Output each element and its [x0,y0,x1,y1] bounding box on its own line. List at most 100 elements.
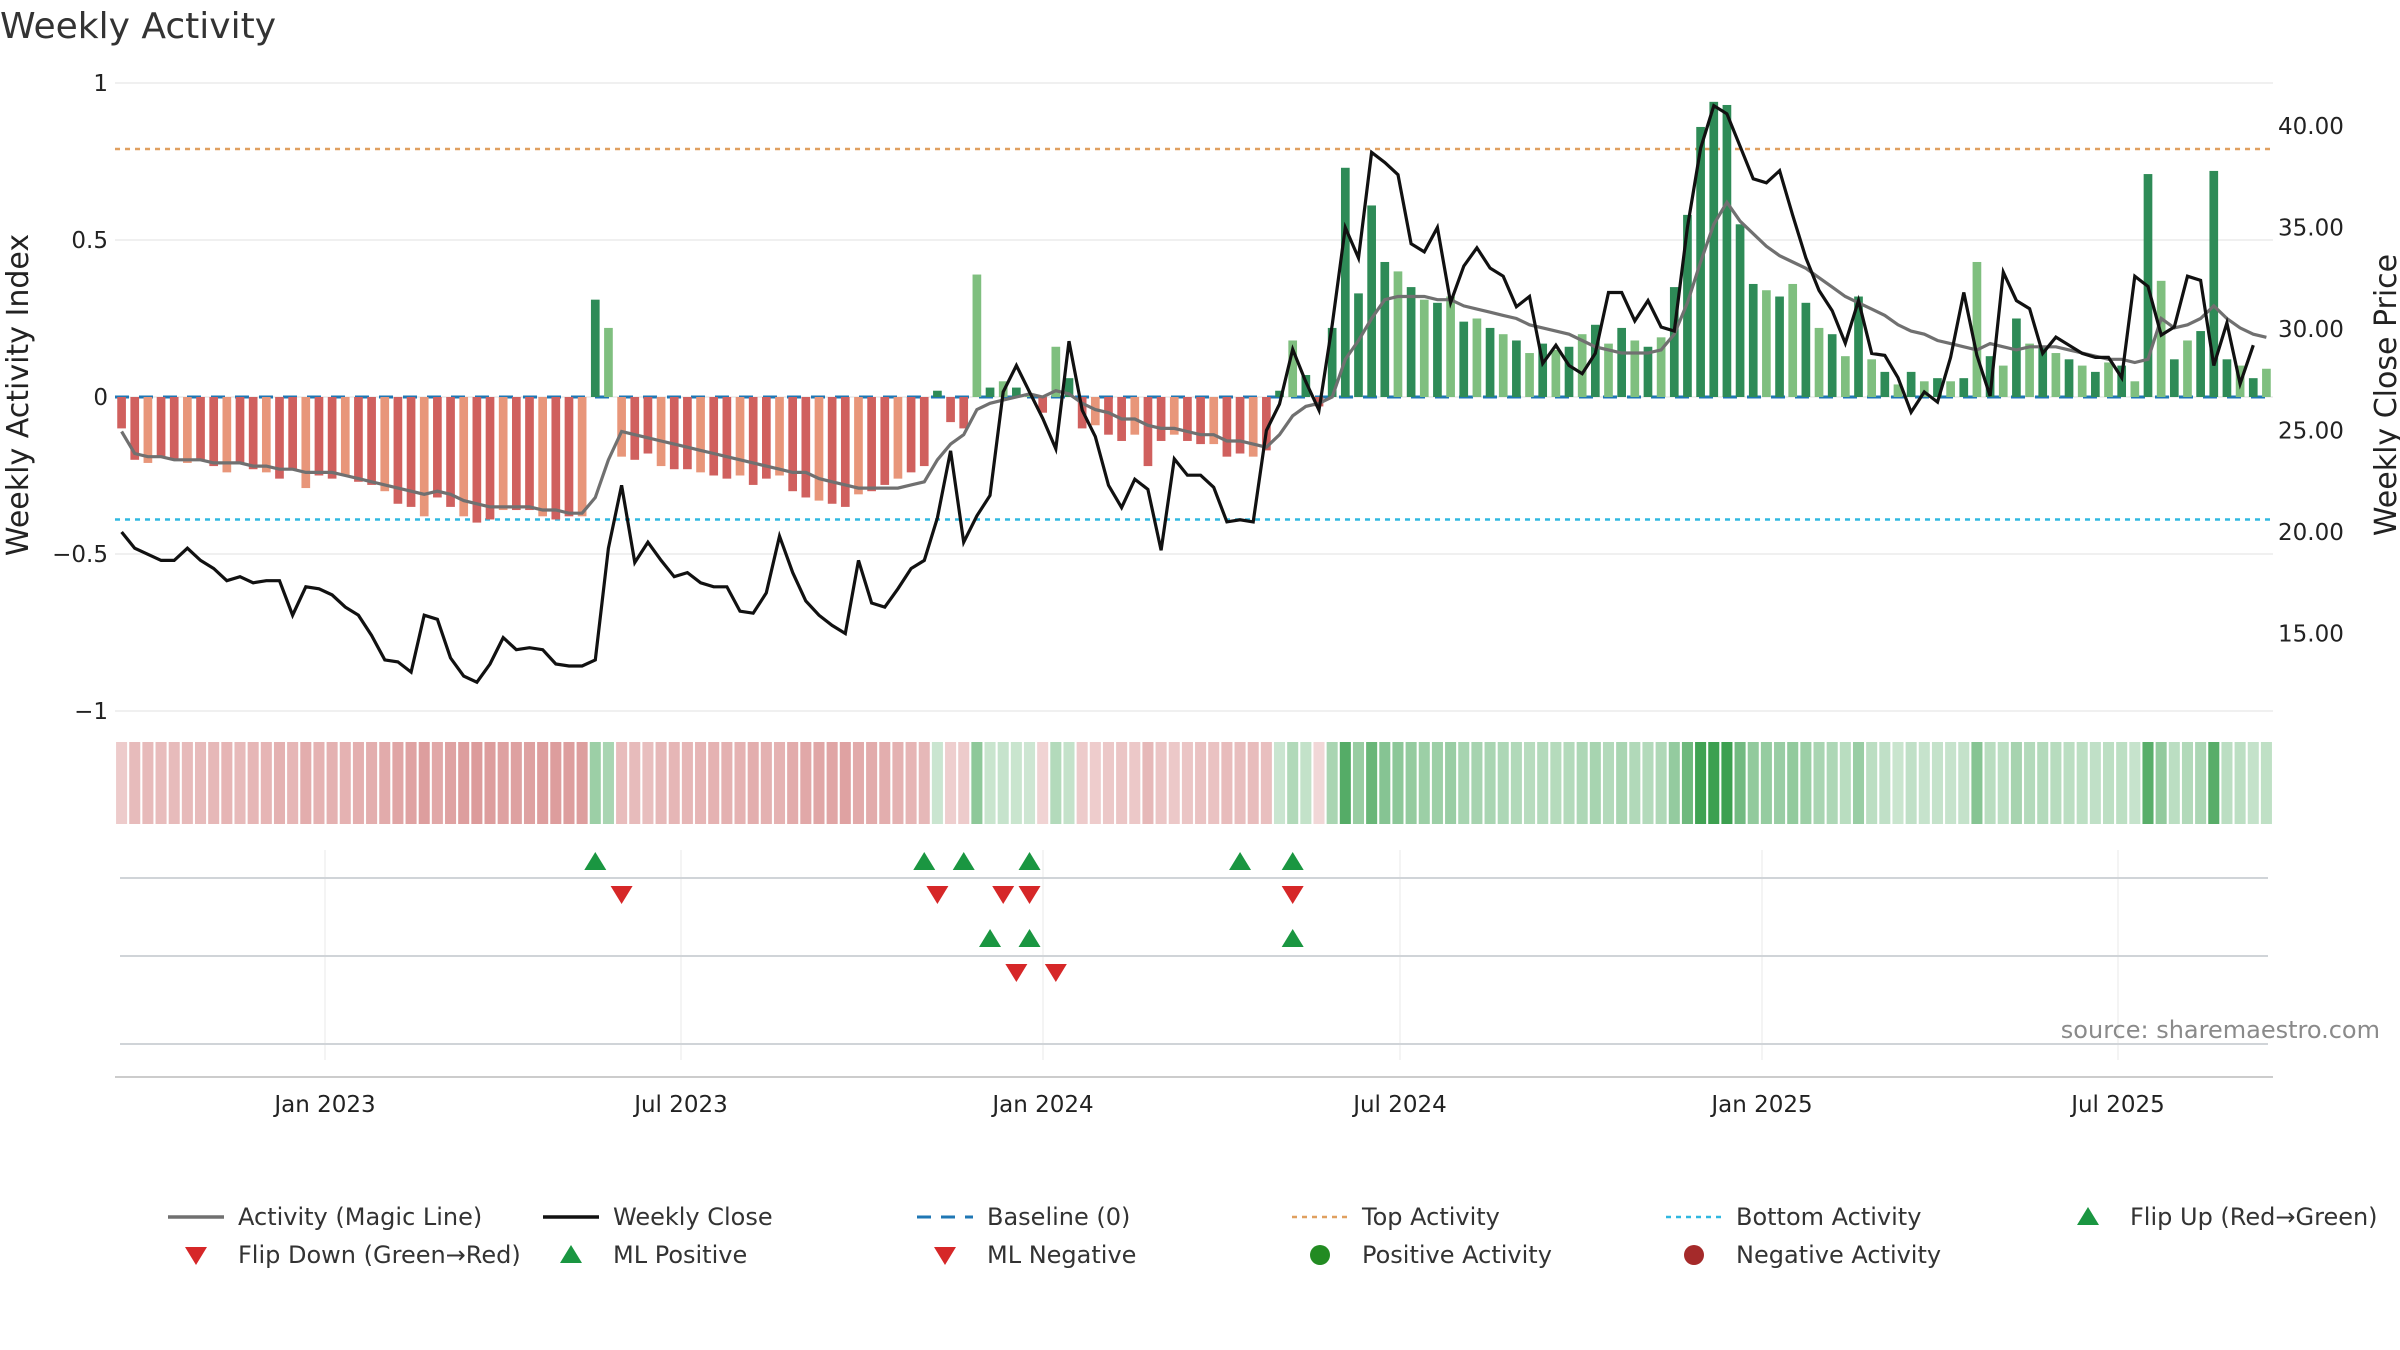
activity-bar [2064,359,2074,397]
heat-cell [642,742,654,824]
heat-cell [366,742,378,824]
heat-cell [1195,742,1207,824]
heat-cell [247,742,259,824]
activity-bar [288,397,297,470]
activity-bar [2209,170,2219,397]
activity-bar [1485,327,1495,397]
axes: 1 0.5 0 −0.5 −1 40.00 35.00 30.00 25.00 20.00 15.0… [52,71,2344,1118]
series-lines [120,103,2267,685]
activity-bar [1748,283,1758,397]
y2-axis-label: Weekly Close Price [2369,254,2400,536]
activity-bar [1275,390,1284,397]
activity-bar [814,397,824,501]
activity-bar [854,397,863,495]
heat-cell [826,742,838,824]
activity-bar [735,397,745,476]
activity-bar [867,397,876,492]
y2-tick-label: 30.00 [2278,317,2344,343]
heat-cell [1326,742,1338,824]
heat-cell [1589,742,1601,824]
heat-cell [129,742,141,824]
y-tick-label: 0.5 [71,228,108,254]
heat-cell [773,742,786,824]
activity-bar [880,397,890,485]
heat-cell [2037,742,2049,824]
heat-cell [629,742,641,824]
activity-bar [1788,283,1798,397]
activity-bar [1854,296,1863,397]
heat-cell [2234,742,2246,824]
heat-cell [1629,742,1641,824]
activity-bar [1512,340,1521,397]
heat-cell [576,742,588,824]
activity-bar [1498,334,1508,397]
heat-cell [1247,742,1259,824]
legend-label: Positive Activity [1362,1241,1552,1269]
activity-bar [959,397,969,429]
legend-label: ML Positive [613,1241,747,1269]
heat-cell [1221,742,1233,824]
heat-cell [1918,742,1930,824]
heat-cell [1392,742,1404,824]
activity-bar [301,397,311,489]
heat-cell [1537,742,1549,824]
heat-cell [2195,742,2207,824]
heat-cell [2116,742,2128,824]
activity-bar [617,397,626,457]
heat-cell [1366,742,1378,824]
activity-bar [1643,346,1653,397]
activity-bar [1525,353,1534,397]
activity-bar [2262,368,2271,397]
heat-cell [997,742,1009,824]
heat-cell [563,742,575,824]
heat-cell [510,742,522,824]
heat-cell [1563,742,1575,824]
heat-cell [1471,742,1483,824]
heat-cell [721,742,733,824]
heat-cell [1352,742,1365,824]
activity-bar [722,397,732,479]
heat-cell [1866,742,1878,824]
activity-bar [1946,381,1955,397]
activity-bar [1985,356,1995,397]
activity-bar [2183,340,2192,397]
heat-cell [1260,742,1272,824]
activity-bar [972,274,982,397]
heat-cell [589,742,601,824]
heat-cell [1168,742,1180,824]
heat-cell [168,742,180,824]
activity-bar [630,397,640,460]
heat-cell [984,742,996,824]
ml-positive-marker [979,929,1002,947]
heat-cell [1616,742,1628,824]
activity-bar [538,397,547,517]
activity-bar [2117,365,2127,397]
activity-bar [130,397,140,460]
heat-cell [1695,742,1707,824]
legend-ml_pos-swatch [560,1245,582,1263]
heat-cell [852,742,864,824]
heat-cell [695,742,707,824]
activity-bar [1735,224,1745,397]
heat-cell [747,742,759,824]
heat-cell [1800,742,1812,824]
activity-bar [446,397,455,507]
activity-bar [1933,378,1942,397]
activity-bar [393,397,403,504]
heat-cell [116,742,128,824]
activity-bar [1169,397,1179,435]
activity-bar [314,397,324,476]
legend-flip_down-swatch [185,1247,207,1265]
heat-cell [945,742,957,824]
heat-cell [2155,742,2167,824]
activity-bar [1183,397,1192,441]
activity-bar [275,397,284,479]
activity-bar [1959,378,1969,397]
activity-bar [327,397,337,479]
heat-cell [1010,742,1022,824]
activity-bar [1354,293,1363,397]
activity-bar [419,397,429,517]
activity-bar [1393,271,1403,397]
activity-bar [775,397,784,476]
heat-cell [1234,742,1246,824]
